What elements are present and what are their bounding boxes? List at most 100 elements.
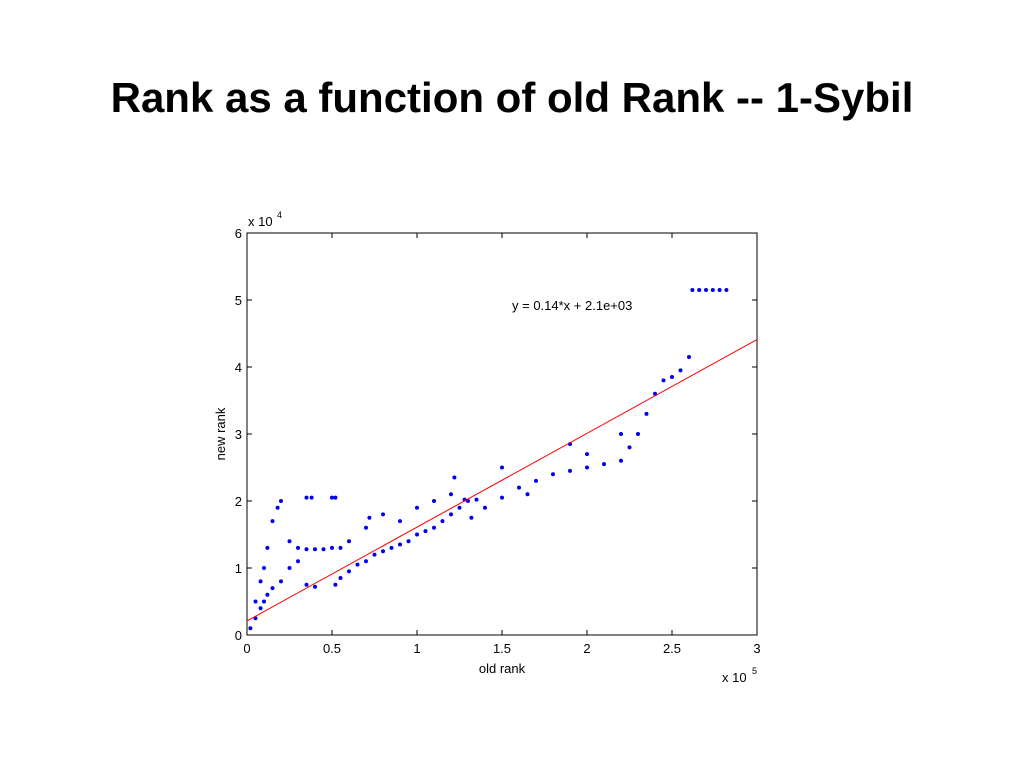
scatter-point (287, 539, 292, 544)
scatter-point (372, 552, 377, 557)
scatter-point (619, 458, 623, 463)
scatter-point (338, 576, 343, 581)
scatter-point (389, 545, 394, 550)
scatter-point (415, 532, 419, 537)
scatter-point (517, 485, 521, 490)
scatter-point (690, 287, 695, 292)
scatter-point (398, 519, 402, 524)
x-tick-label: 0 (243, 641, 250, 656)
scatter-point (262, 566, 266, 570)
scatter-point (304, 547, 309, 552)
x-tick-label: 0.5 (323, 641, 341, 656)
scatter-point (287, 566, 292, 570)
scatter-point (330, 495, 334, 500)
scatter-point (347, 539, 351, 544)
scatter-point (469, 515, 474, 520)
scatter-point (304, 495, 309, 500)
x-axis-label: old rank (479, 661, 526, 676)
scatter-point (381, 512, 385, 517)
y-tick-label: 3 (235, 427, 242, 442)
scatter-point (717, 287, 722, 292)
scatter-point (381, 549, 385, 554)
scatter-point (568, 468, 572, 473)
scatter-point (636, 432, 640, 436)
scatter-point (710, 287, 715, 292)
scatter-point (296, 545, 300, 550)
scatter-point (279, 499, 283, 503)
scatter-point (355, 562, 360, 567)
y-multiplier-exponent: 4 (277, 210, 282, 220)
scatter-point (347, 569, 351, 574)
scatter-point (258, 606, 263, 611)
scatter-point (500, 495, 504, 500)
y-tick-label: 1 (235, 561, 242, 576)
scatter-point (704, 287, 708, 292)
y-axis-label: new rank (213, 407, 228, 460)
scatter-point (432, 525, 436, 530)
scatter-point (258, 579, 263, 584)
x-multiplier-exponent: 5 (752, 666, 757, 676)
fit-line (246, 339, 758, 622)
scatter-point (333, 495, 338, 500)
scatter-point (449, 492, 453, 497)
scatter-point (338, 545, 343, 550)
slide-title: Rank as a function of old Rank -- 1-Sybi… (111, 74, 914, 121)
scatter-point (440, 519, 445, 524)
scatter-point (262, 599, 266, 604)
scatter-point (687, 354, 691, 359)
scatter-point (432, 499, 436, 503)
scatter-point (309, 495, 314, 500)
scatter-point (678, 368, 683, 373)
scatter-point (406, 539, 411, 544)
scatter-point (253, 599, 258, 604)
y-tick-label: 5 (235, 293, 242, 308)
scatter-point (525, 492, 530, 497)
scatter-point (551, 472, 555, 477)
scatter-point (265, 592, 270, 597)
scatter-point (398, 542, 402, 547)
scatter-point (296, 559, 300, 564)
scatter-point (270, 586, 275, 591)
scatter-point (364, 559, 368, 564)
y-tick-label: 6 (235, 226, 242, 241)
scatter-point (661, 378, 666, 383)
y-tick-label: 4 (235, 360, 242, 375)
scatter-point (457, 505, 462, 510)
x-tick-label: 1 (413, 641, 420, 656)
scatter-point (500, 465, 504, 470)
y-tick-label: 2 (235, 494, 242, 509)
scatter-point (265, 545, 270, 550)
x-tick-label: 3 (753, 641, 760, 656)
fit-annotation: y = 0.14*x + 2.1e+03 (512, 298, 632, 313)
y-multiplier: x 10 (248, 214, 273, 229)
scatter-point (304, 582, 309, 587)
scatter-point (275, 505, 280, 510)
scatter-point (333, 582, 338, 587)
scatter-point (423, 529, 428, 534)
scatter-point (364, 525, 368, 530)
scatter-point (627, 445, 632, 450)
scatter-point (367, 515, 372, 520)
scatter-point (248, 626, 253, 631)
scatter-point (313, 584, 317, 589)
x-multiplier: x 10 (722, 670, 747, 685)
scatter-point (602, 462, 606, 467)
scatter-point (619, 432, 623, 436)
scatter-point (697, 287, 702, 292)
scatter-point (452, 475, 457, 480)
y-tick-label: 0 (235, 628, 242, 643)
x-tick-label: 1.5 (493, 641, 511, 656)
scatter-point (415, 505, 419, 510)
plot-frame (246, 232, 758, 636)
scatter-point (585, 452, 589, 457)
scatter-point (724, 287, 729, 292)
x-tick-label: 2.5 (663, 641, 681, 656)
scatter-point (330, 545, 334, 550)
scatter-point (321, 547, 326, 552)
scatter-point (270, 519, 275, 524)
scatter-point (449, 512, 453, 517)
x-tick-label: 2 (583, 641, 590, 656)
scatter-point (313, 547, 317, 552)
scatter-point (670, 375, 674, 380)
